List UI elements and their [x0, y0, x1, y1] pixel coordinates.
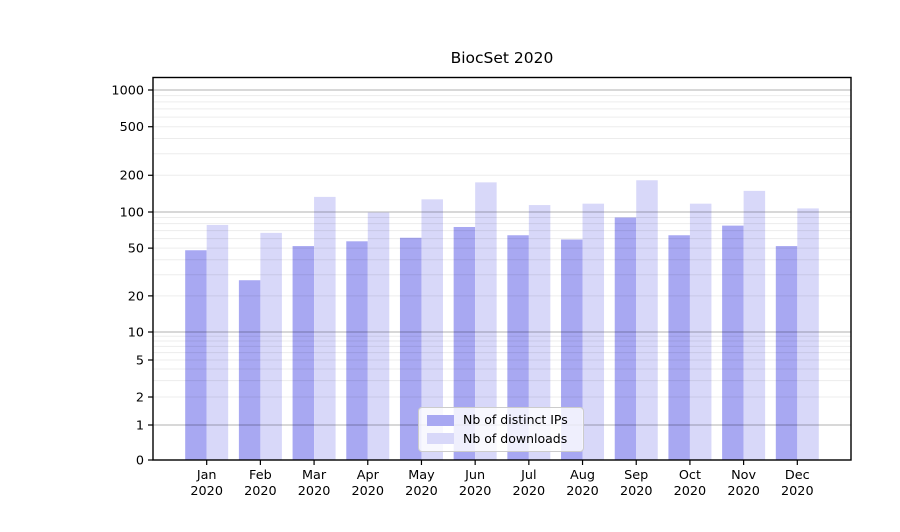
chart-figure: 0 1 2 5 10 20 50 100 200 500 1000 Jan 2020 Feb 2020 Mar…: [40, 16, 900, 516]
y-tick-label: 20: [128, 289, 144, 304]
bar-downloads-mar: [314, 196, 336, 460]
x-tick-label-year: 2020: [405, 484, 438, 499]
x-tick-label-month: Sep: [624, 468, 648, 483]
x-tick-label-year: 2020: [513, 484, 546, 499]
x-tick-label-month: Jan: [196, 468, 217, 483]
bar-downloads-jun: [475, 182, 497, 460]
bar-distinct-ips-jan: [185, 250, 207, 460]
bar-distinct-ips-dec: [775, 246, 798, 460]
x-tick-label-year: 2020: [620, 484, 653, 499]
bar-downloads-dec: [797, 208, 819, 460]
bar-downloads-sep: [636, 180, 658, 460]
bar-downloads-jan: [206, 224, 229, 460]
x-tick-label-month: May: [408, 468, 435, 483]
y-tick-label: 100: [120, 205, 144, 220]
bar-downloads-feb: [260, 232, 282, 460]
x-tick-label-year: 2020: [298, 484, 331, 499]
bar-downloads-may: [421, 199, 443, 461]
bar-distinct-ips-oct: [668, 235, 690, 460]
x-tick-label-year: 2020: [781, 484, 814, 499]
x-tick-label-year: 2020: [566, 484, 599, 499]
y-tick-label: 5: [136, 353, 144, 368]
bar-distinct-ips-aug: [561, 239, 583, 460]
legend-swatch-distinct-ips: [427, 414, 454, 426]
x-tick-label-month: Feb: [249, 468, 272, 483]
bar-downloads-oct: [689, 203, 712, 460]
x-tick-label-year: 2020: [727, 484, 760, 499]
bar-distinct-ips-feb: [238, 280, 261, 460]
x-tick-label-month: Dec: [785, 468, 810, 483]
bar-distinct-ips-apr: [346, 241, 368, 460]
bar-downloads-jul: [528, 205, 551, 460]
x-tick-label-year: 2020: [244, 484, 277, 499]
x-tick-label-month: Oct: [679, 468, 701, 483]
y-tick-label: 0: [136, 453, 144, 468]
x-tick-label-year: 2020: [459, 484, 492, 499]
bar-distinct-ips-sep: [614, 217, 637, 460]
bar-downloads-nov: [743, 190, 766, 460]
bar-distinct-ips-jun: [453, 226, 476, 460]
y-tick-label: 2: [136, 390, 144, 405]
bar-distinct-ips-may: [399, 237, 422, 460]
x-tick-label-month: Apr: [357, 468, 380, 483]
x-tick-label-year: 2020: [190, 484, 223, 499]
legend-item-distinct-ips: Nb of distinct IPs: [427, 412, 583, 427]
y-tick-label: 50: [128, 242, 144, 257]
x-tick-label-month: Nov: [731, 468, 756, 483]
y-tick-label: 1000: [111, 83, 144, 98]
legend-swatch-downloads: [427, 433, 454, 445]
bar-distinct-ips-mar: [292, 246, 315, 460]
bar-distinct-ips-jul: [507, 235, 529, 460]
x-tick-label-month: Jul: [520, 468, 536, 483]
y-tick-label: 10: [128, 325, 144, 340]
chart-title: BiocSet 2020: [450, 49, 554, 67]
bar-downloads-aug: [582, 203, 605, 460]
bar-distinct-ips-nov: [722, 225, 744, 460]
plot-area: 01251020501002005001000Jan2020Feb2020Mar…: [111, 76, 852, 499]
legend-item-downloads: Nb of downloads: [427, 430, 583, 446]
x-tick-label-year: 2020: [674, 484, 707, 499]
bar-downloads-apr: [367, 212, 390, 460]
y-tick-label: 200: [120, 169, 144, 184]
x-tick-label-month: Jun: [464, 468, 485, 483]
plot-border: [152, 76, 852, 461]
legend: Nb of distinct IPs Nb of downloads: [418, 407, 584, 452]
x-tick-label-month: Aug: [570, 468, 595, 483]
x-tick-label-month: Mar: [302, 468, 327, 483]
y-tick-label: 500: [120, 120, 144, 135]
legend-label-distinct-ips: Nb of distinct IPs: [463, 412, 568, 427]
legend-label-downloads: Nb of downloads: [463, 430, 568, 446]
x-tick-label-year: 2020: [351, 484, 384, 499]
y-tick-label: 1: [136, 418, 144, 433]
